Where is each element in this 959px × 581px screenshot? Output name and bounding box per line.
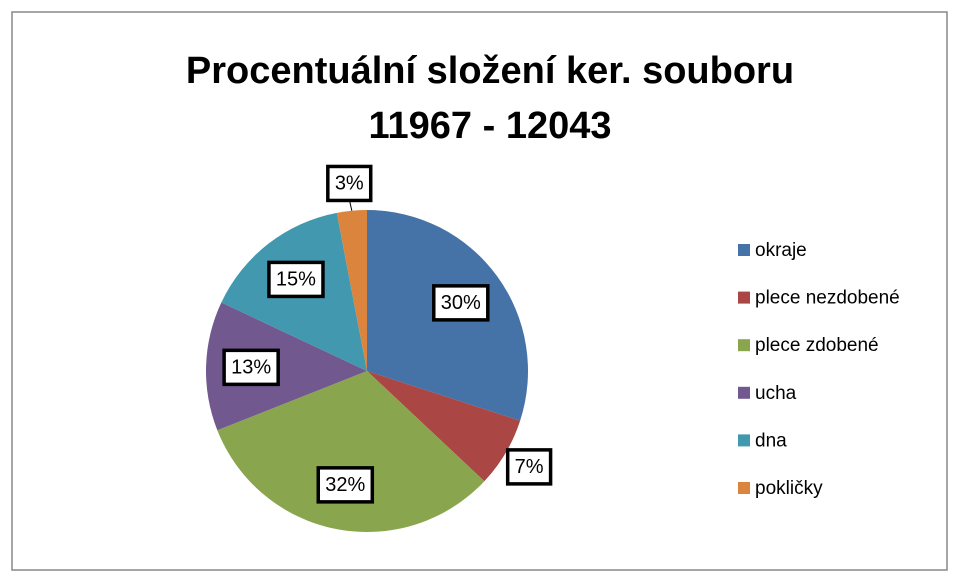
data-label-box <box>505 448 553 486</box>
data-label: 15% <box>276 269 316 291</box>
pie-slice <box>336 210 367 371</box>
legend-label: okraje <box>755 240 807 261</box>
data-label-box <box>222 348 280 387</box>
legend-swatch <box>738 244 750 256</box>
chart-title: 11967 - 12043 <box>368 105 611 147</box>
legend-label: plece zdobené <box>755 335 879 356</box>
legend-swatch <box>738 291 750 304</box>
legend-label: dna <box>755 430 787 451</box>
data-label: 30% <box>441 292 481 314</box>
data-label-box <box>432 284 490 322</box>
legend-swatch <box>738 386 750 399</box>
data-label-box <box>267 260 325 299</box>
legend-swatch <box>738 434 750 447</box>
pie-slice <box>367 371 521 482</box>
legend-swatch <box>738 482 750 494</box>
data-label: 32% <box>325 474 365 496</box>
legend-label: pokličky <box>755 478 823 499</box>
legend-label: ucha <box>755 383 797 404</box>
pie-slice <box>206 302 367 431</box>
legend-label: plece nezdobené <box>755 288 900 309</box>
data-label: 7% <box>515 456 544 478</box>
data-label: 3% <box>335 173 364 195</box>
data-label-box <box>326 164 373 203</box>
legend-swatch <box>738 339 750 352</box>
pie-slice <box>217 371 485 532</box>
data-label: 13% <box>231 357 271 379</box>
chart-title: Procentuální složení ker. souboru <box>186 50 794 92</box>
data-label-box <box>316 466 375 504</box>
